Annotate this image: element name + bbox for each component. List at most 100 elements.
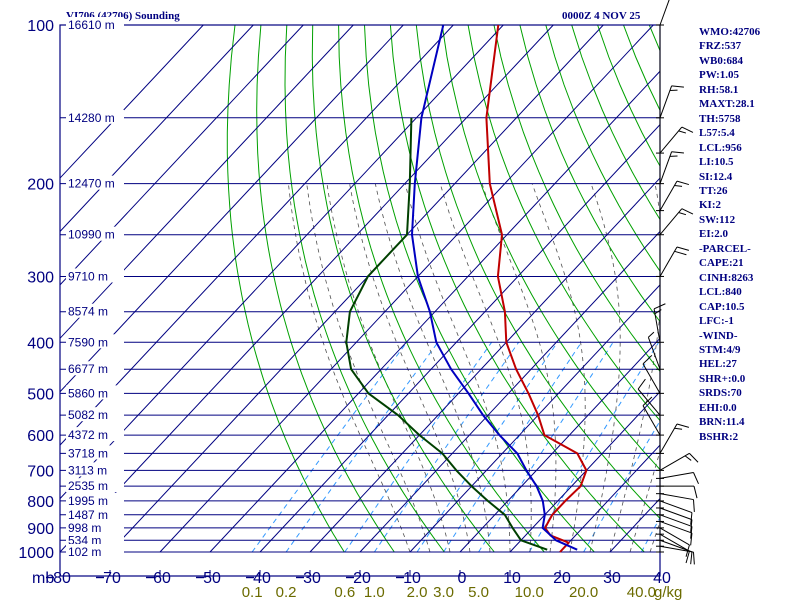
mixing-ratio-tick-label: 20.0: [569, 584, 598, 600]
wind-full-barb: [692, 552, 695, 565]
height-label-bg: [66, 334, 124, 349]
wind-barb: [656, 208, 694, 236]
wind-half-barb: [674, 184, 683, 187]
wind-full-barb: [692, 499, 695, 512]
temperature-tick-label: 30: [603, 570, 621, 587]
isotherm: [60, 25, 454, 446]
moist-adiabat: [481, 183, 557, 553]
temperature-tick-label: 0: [458, 570, 467, 587]
wind-barb-column: [637, 0, 699, 565]
temperature-tick-label: 40: [653, 570, 671, 587]
height-label-bg: [66, 361, 124, 376]
wind-staff: [637, 388, 661, 416]
wind-full-barb: [671, 85, 684, 88]
height-label-bg: [66, 427, 124, 442]
mixing-unit-label: g/kg: [654, 584, 682, 600]
height-label-bg: [66, 544, 124, 558]
wind-barb: [656, 507, 693, 532]
wind-full-barb: [642, 396, 653, 407]
wind-full-barb: [690, 519, 693, 532]
dewpoint-line: [345, 117, 548, 551]
moist-adiabat: [439, 183, 532, 553]
mixing-ratio-line: [373, 342, 520, 553]
index-item: SHR+:0.0: [699, 372, 746, 385]
temperature-tick-label: 20: [353, 570, 371, 587]
isotherm: [259, 123, 660, 553]
wind-staff: [642, 363, 661, 394]
dry-adiabat: [779, 25, 800, 552]
height-label: 3113 m: [68, 463, 107, 477]
pressure-tick-label: 500: [27, 386, 54, 403]
height-label: 1487 m: [68, 508, 108, 522]
wind-full-barb: [685, 544, 690, 557]
wind-barb: [656, 180, 690, 212]
wind-barb: [656, 246, 690, 277]
index-item: RH:58.1: [699, 83, 739, 96]
mixing-ratio-tick-label: 1.0: [364, 584, 385, 600]
wind-full-barb: [690, 551, 693, 565]
isotherm-isobar-grid: [60, 25, 660, 553]
wind-staff: [659, 126, 683, 154]
pressure-tick-label: 600: [27, 428, 54, 445]
index-item: KI:2: [699, 199, 721, 212]
index-item: STM:4/9: [699, 343, 741, 356]
isotherm: [209, 70, 660, 553]
index-item: LCL:956: [699, 141, 742, 154]
moist-adiabat: [326, 183, 451, 553]
wind-barb: [656, 0, 670, 26]
mixing-ratio-line: [583, 420, 660, 553]
height-label-bg: [66, 445, 124, 460]
index-item: HEL:27: [699, 358, 737, 371]
isotherm: [559, 444, 660, 553]
wind-staff: [659, 507, 693, 521]
dry-adiabat: [311, 25, 495, 553]
plot-frame: [59, 24, 661, 577]
isotherm: [60, 25, 354, 340]
index-item: BRN:11.4: [699, 416, 745, 429]
height-label-bg: [66, 532, 124, 547]
index-item: WMO:42706: [699, 26, 761, 38]
moist-adiabat: [374, 183, 491, 553]
pressure-tick-label: 400: [27, 335, 54, 352]
wind-full-barb: [689, 453, 699, 463]
wind-half-barb: [678, 212, 687, 216]
moist-adiabat: [306, 183, 431, 553]
height-label: 14280 m: [68, 111, 115, 125]
wind-full-barb: [653, 303, 666, 310]
mixing-ratio-lines: [251, 342, 660, 553]
mixing-ratio-axis: 0.1 0.2 0.6 1.0 2.0 3.0 5.0 10.0 20.0 40.0g/kg: [242, 584, 683, 600]
pressure-axis: 100 200 300 400 500 600 700 800 900 1000 mb: [18, 18, 54, 587]
pressure-tick-label: 800: [27, 494, 54, 511]
wind-full-barb: [690, 512, 693, 525]
height-label-bg: [66, 506, 124, 521]
height-label: 102 m: [68, 545, 101, 559]
index-item: WB0:684: [699, 54, 743, 67]
wind-barb: [656, 85, 684, 119]
height-label-bg: [66, 462, 124, 477]
temperature-tick-label: 50: [203, 570, 221, 587]
wind-barb: [642, 354, 664, 394]
index-item: TH:5758: [699, 112, 741, 125]
wind-full-barb: [676, 180, 690, 186]
moist-adiabat: [404, 183, 511, 552]
index-item: LCL:840: [699, 286, 742, 299]
temperature-tick-label: 20: [553, 570, 571, 587]
wind-barb: [656, 126, 694, 154]
index-item: L57:5.4: [699, 127, 735, 140]
wind-barb: [642, 396, 664, 436]
isotherm: [159, 25, 654, 553]
pressure-tick-label: 700: [27, 463, 54, 480]
wind-staff: [659, 423, 678, 454]
height-label: 8574 m: [68, 305, 108, 319]
plot-border: [59, 24, 661, 577]
isotherm: [60, 25, 404, 393]
isotherm: [109, 25, 604, 553]
temperature-tick-label: 10: [503, 570, 521, 587]
wind-staff: [659, 85, 673, 118]
isotherm: [60, 25, 304, 286]
wind-barb: [656, 423, 690, 454]
temperature-tick-label: 30: [303, 570, 321, 587]
moist-adiabat: [531, 183, 586, 553]
dry-adiabat: [256, 25, 395, 553]
sounding-datetime: 0000Z 4 NOV 25: [562, 10, 641, 22]
